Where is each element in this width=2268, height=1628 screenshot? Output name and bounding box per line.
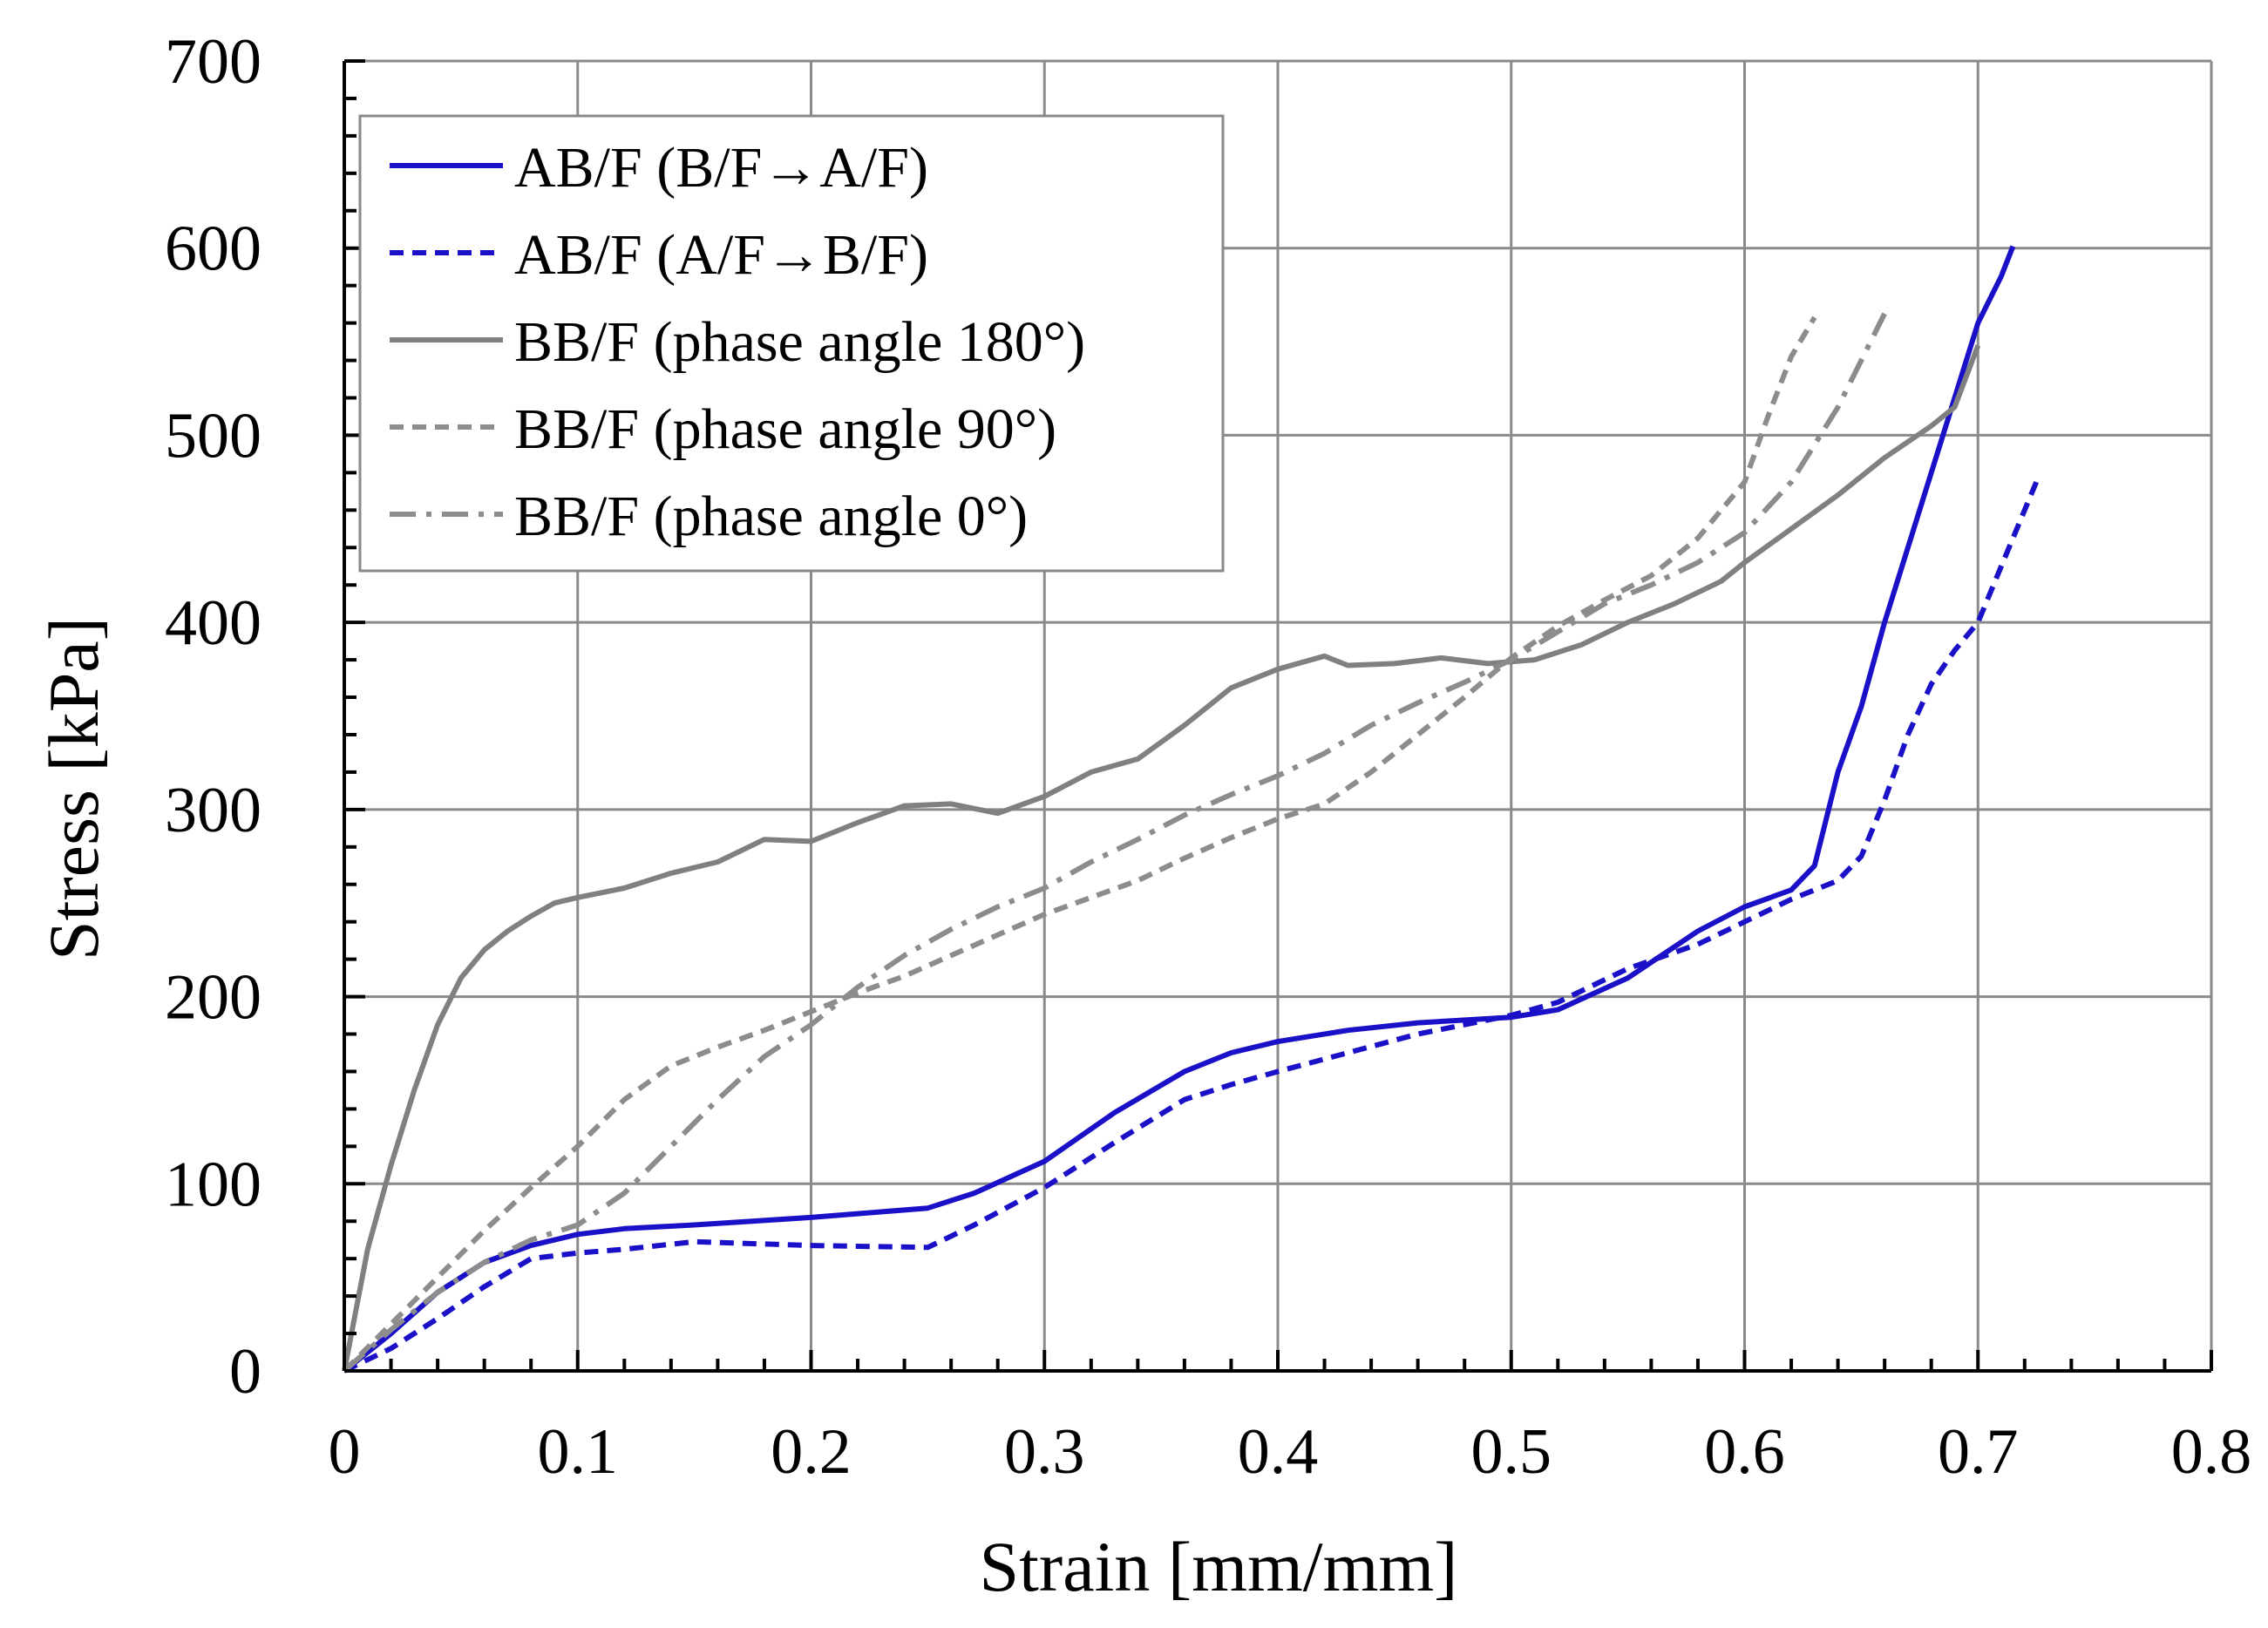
x-tick-label: 0.1 <box>538 1416 619 1488</box>
legend: AB/F (B/F→A/F) AB/F (A/F→B/F) BB/F (phase … <box>358 114 1225 573</box>
series-line-2 <box>343 480 2039 1374</box>
legend-label-4: BB/F (phase angle 90°) <box>514 397 1056 461</box>
legend-box <box>358 114 1225 573</box>
ticks: 0 100 200 300 400 500 600 700 0 0.1 0.2 0.3 0.4 0.5 0.… <box>165 26 2251 1488</box>
x-axis-label: Strain [mm/mm] <box>980 1527 1458 1606</box>
series-line-3 <box>342 344 1981 1372</box>
series-line-4 <box>342 315 1817 1374</box>
y-tick-label: 700 <box>165 26 261 98</box>
y-tick-label: 100 <box>165 1149 261 1220</box>
legend-label-3: BB/F (phase angle 180°) <box>514 310 1085 374</box>
y-tick-label: 600 <box>165 214 261 285</box>
y-tick-label: 200 <box>165 962 261 1034</box>
legend-label-5: BB/F (phase angle 0°) <box>514 485 1028 548</box>
legend-label-1: AB/F (B/F→A/F) <box>514 136 928 200</box>
x-tick-label: 0.8 <box>2171 1416 2252 1488</box>
y-axis-label: Stress [kPa] <box>34 617 113 960</box>
series-line-1 <box>343 245 2016 1374</box>
x-tick-label: 0.7 <box>1938 1416 2019 1488</box>
y-tick-label: 0 <box>229 1336 261 1408</box>
x-tick-label: 0.5 <box>1471 1416 1552 1488</box>
x-tick-label: 0.3 <box>1004 1416 1085 1488</box>
y-tick-label: 400 <box>165 587 261 659</box>
y-tick-label: 500 <box>165 400 261 471</box>
x-tick-label: 0.4 <box>1238 1416 1319 1488</box>
y-tick-label: 300 <box>165 775 261 846</box>
series-layer <box>342 245 2039 1374</box>
x-tick-label: 0 <box>329 1416 361 1488</box>
legend-label-2: AB/F (A/F→B/F) <box>514 223 928 287</box>
x-tick-label: 0.6 <box>1704 1416 1785 1488</box>
x-tick-label: 0.2 <box>771 1416 852 1488</box>
